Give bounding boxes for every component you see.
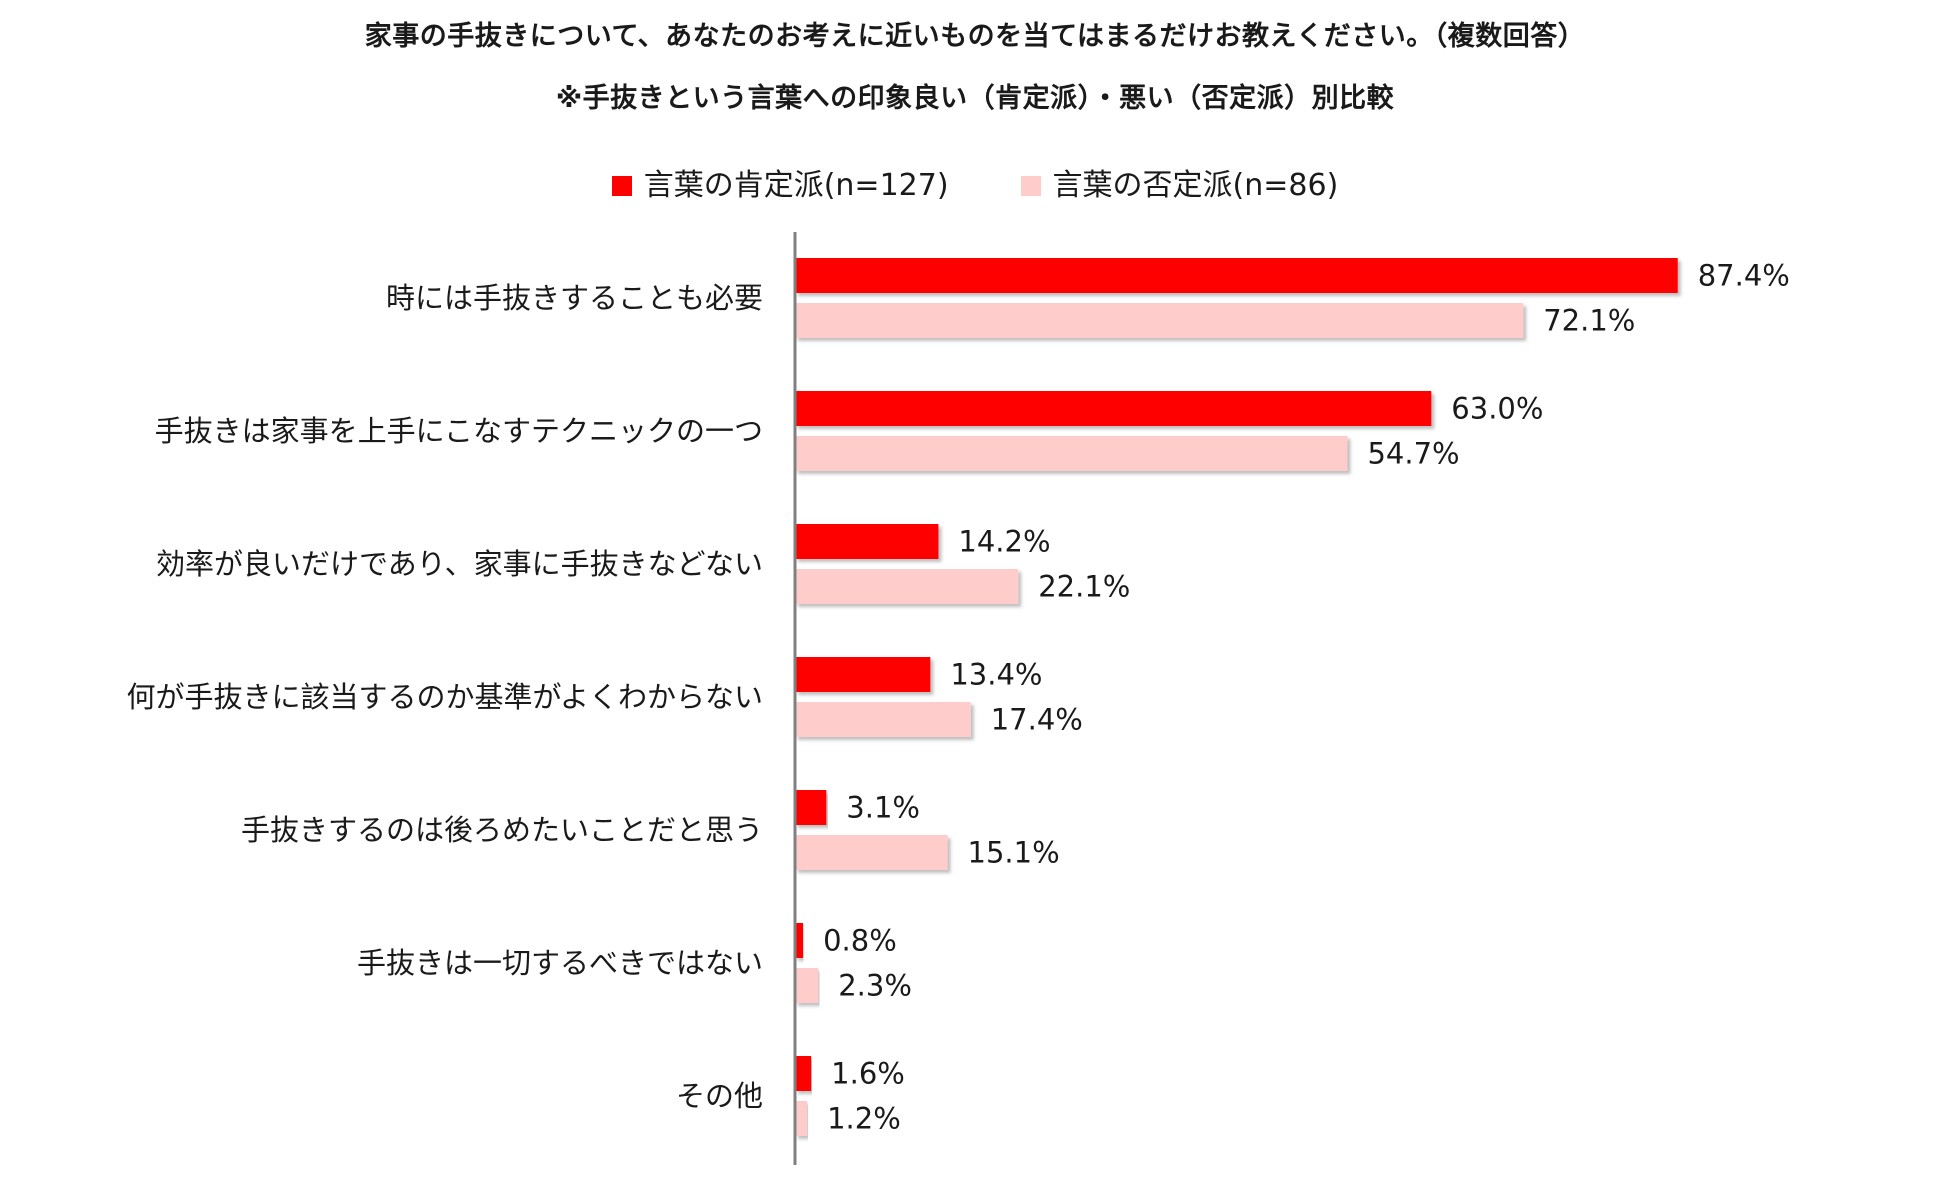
data-label: 22.1% — [1038, 570, 1130, 604]
legend-label-positive: 言葉の肯定派(n=127) — [643, 168, 949, 203]
legend: 言葉の肯定派(n=127) 言葉の否定派(n=86) — [0, 160, 1950, 204]
bar-positive — [795, 1056, 812, 1091]
data-label: 54.7% — [1367, 437, 1459, 471]
data-label: 87.4% — [1698, 259, 1790, 293]
category-label: その他 — [676, 1079, 763, 1113]
bar-positive — [795, 790, 827, 825]
bar-negative — [795, 835, 948, 870]
legend-label-negative: 言葉の否定派(n=86) — [1052, 168, 1339, 203]
legend-item-negative: 言葉の否定派(n=86) — [1020, 160, 1339, 204]
data-label: 15.1% — [968, 836, 1060, 870]
category-label: 時には手抜きすることも必要 — [386, 281, 763, 315]
data-label: 13.4% — [950, 658, 1042, 692]
bar-negative — [795, 436, 1348, 471]
category-label: 何が手抜きに該当するのか基準がよくわからない — [126, 680, 763, 714]
bar-positive — [795, 923, 804, 958]
data-label: 3.1% — [846, 791, 920, 825]
category-label: 手抜きは家事を上手にこなすテクニックの一つ — [155, 414, 763, 448]
category-label: 効率が良いだけであり、家事に手抜きなどない — [156, 547, 763, 581]
bar-negative — [795, 303, 1524, 338]
bar-positive — [795, 258, 1678, 293]
data-label: 2.3% — [838, 969, 912, 1003]
legend-swatch-negative — [1020, 176, 1041, 196]
data-label: 14.2% — [958, 525, 1050, 559]
bar-positive — [795, 657, 931, 692]
data-label: 1.6% — [831, 1057, 905, 1091]
data-label: 0.8% — [823, 924, 897, 958]
bar-positive — [795, 391, 1432, 426]
chart-subtitle: ※手抜きという言葉への印象良い（肯定派）・悪い（否定派）別比較 — [555, 83, 1395, 114]
data-label: 17.4% — [991, 703, 1083, 737]
bar-negative — [795, 968, 819, 1003]
bar-negative — [795, 702, 971, 737]
data-label: 1.2% — [827, 1102, 901, 1136]
data-label: 72.1% — [1543, 304, 1635, 338]
bar-positive — [795, 524, 939, 559]
chart-title: 家事の手抜きについて、あなたのお考えに近いものを当てはまるだけお教えください。（… — [364, 21, 1586, 52]
legend-swatch-positive — [611, 176, 632, 196]
category-label: 手抜きするのは後ろめたいことだと思う — [241, 813, 763, 847]
bar-negative — [795, 569, 1019, 604]
category-label: 手抜きは一切するべきではない — [357, 946, 763, 980]
data-label: 63.0% — [1451, 392, 1543, 426]
bar-negative — [795, 1101, 808, 1136]
legend-item-positive: 言葉の肯定派(n=127) — [611, 160, 949, 204]
